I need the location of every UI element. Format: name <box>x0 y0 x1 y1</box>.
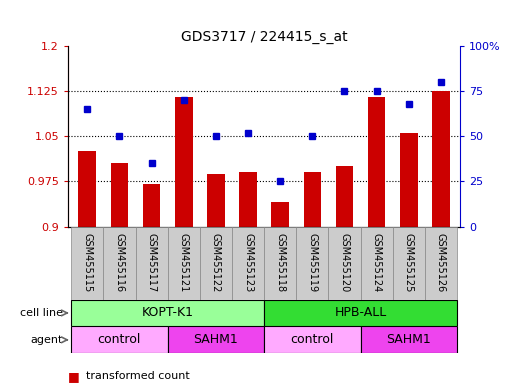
Bar <box>168 326 264 353</box>
Bar <box>303 172 321 227</box>
Text: GSM455118: GSM455118 <box>275 233 285 293</box>
Text: agent: agent <box>31 335 63 345</box>
Bar <box>175 97 192 227</box>
Text: GSM455123: GSM455123 <box>243 233 253 293</box>
Bar <box>168 227 200 300</box>
Bar <box>360 227 393 300</box>
Text: GSM455121: GSM455121 <box>179 233 189 293</box>
Bar <box>104 227 135 300</box>
Bar <box>264 300 457 326</box>
Text: GSM455124: GSM455124 <box>372 233 382 293</box>
Text: transformed count: transformed count <box>86 371 190 381</box>
Text: GSM455125: GSM455125 <box>404 233 414 293</box>
Bar <box>200 227 232 300</box>
Bar <box>239 172 257 227</box>
Bar <box>71 227 104 300</box>
Text: ■: ■ <box>68 370 79 383</box>
Bar <box>296 227 328 300</box>
Bar <box>400 133 418 227</box>
Text: HPB-ALL: HPB-ALL <box>334 306 386 319</box>
Text: cell line: cell line <box>20 308 63 318</box>
Text: GSM455119: GSM455119 <box>308 233 317 293</box>
Bar <box>360 326 457 353</box>
Bar <box>432 91 450 227</box>
Text: control: control <box>98 333 141 346</box>
Bar <box>328 227 360 300</box>
Text: GSM455115: GSM455115 <box>82 233 92 293</box>
Bar <box>425 227 457 300</box>
Text: GSM455122: GSM455122 <box>211 233 221 293</box>
Text: GSM455126: GSM455126 <box>436 233 446 293</box>
Bar <box>135 227 168 300</box>
Bar <box>110 164 128 227</box>
Text: control: control <box>291 333 334 346</box>
Bar <box>271 202 289 227</box>
Text: SAHM1: SAHM1 <box>194 333 238 346</box>
Title: GDS3717 / 224415_s_at: GDS3717 / 224415_s_at <box>181 30 347 44</box>
Bar <box>232 227 264 300</box>
Bar <box>71 326 168 353</box>
Text: KOPT-K1: KOPT-K1 <box>142 306 194 319</box>
Bar <box>368 97 385 227</box>
Text: SAHM1: SAHM1 <box>386 333 431 346</box>
Text: GSM455117: GSM455117 <box>146 233 156 293</box>
Bar <box>264 227 296 300</box>
Bar <box>78 151 96 227</box>
Bar <box>71 300 264 326</box>
Bar <box>207 174 225 227</box>
Bar <box>143 184 161 227</box>
Text: GSM455116: GSM455116 <box>115 233 124 293</box>
Text: GSM455120: GSM455120 <box>339 233 349 293</box>
Bar <box>393 227 425 300</box>
Bar <box>336 166 354 227</box>
Bar <box>264 326 360 353</box>
